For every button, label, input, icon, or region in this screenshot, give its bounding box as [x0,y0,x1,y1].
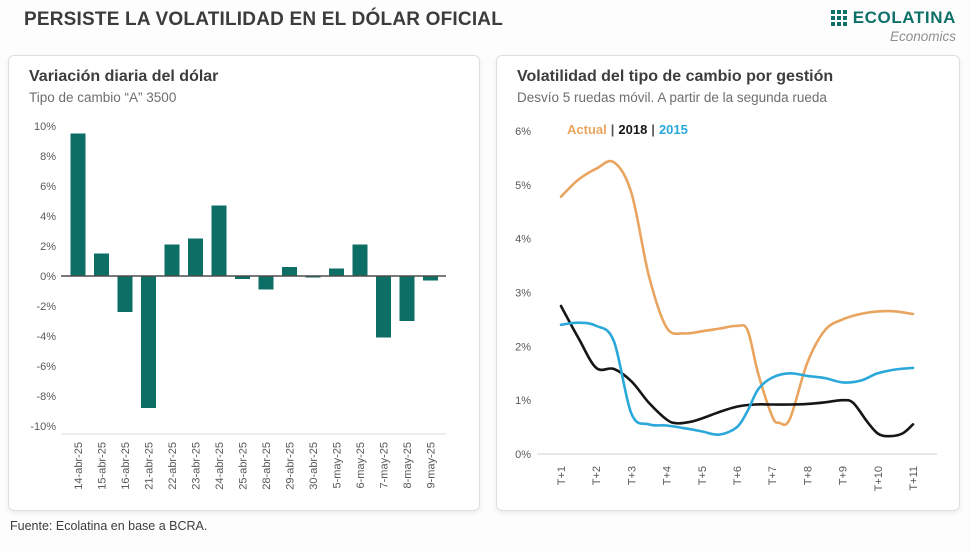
x-axis-tick-label: 8-may-25 [402,442,414,488]
bar [423,276,438,281]
daily-variation-bar-chart: 10% 8% 6% 4% 2% 0% -2% -4% -6% -8% -10% 14-abr-25 15… [30,121,446,490]
bar [188,238,203,276]
x-axis-tick-label: 7-may-25 [379,442,391,488]
x-axis-tick-label: 28-abr-25 [261,442,273,490]
bar [352,244,368,276]
bar [329,268,344,276]
x-axis-tick-label: 22-abr-25 [167,442,179,490]
y-axis-tick-label: 0% [40,271,56,283]
x-axis-tick-label: 9-may-25 [426,442,438,488]
y-axis-tick-label: -10% [30,421,56,433]
bar [282,267,297,276]
left-panel-title: Variación diaria del dólar [29,68,219,85]
bar [305,276,321,278]
y-axis-tick-label: 10% [34,121,56,133]
x-axis-tick-label: 16-abr-25 [120,442,132,490]
ecolatina-logo: ECOLATINA Economics [830,8,956,44]
y-axis-tick-label: 4% [515,234,531,246]
series-line-Actual [559,159,915,427]
x-axis-tick-label: 5-may-25 [332,442,344,488]
x-axis-tick-label: T+7 [767,466,779,485]
y-axis-tick-label: 3% [515,288,531,300]
bar [211,205,227,276]
x-axis-tick-label: 25-abr-25 [238,442,250,490]
legend-separator: | [610,122,615,137]
volatility-panel: Volatilidad del tipo de cambio por gesti… [496,55,960,511]
y-axis-tick-label: 0% [515,449,531,461]
ecolatina-logo-mark-icon [830,10,847,26]
x-axis-tick-label: 29-abr-25 [285,442,297,490]
bar [258,276,274,290]
y-axis-tick-label: -4% [36,331,56,343]
left-panel-subtitle: Tipo de cambio “A” 3500 [29,90,177,105]
y-axis-tick-label: 2% [40,241,56,253]
x-axis-tick-label: 6-may-25 [355,442,367,488]
bar [94,253,109,276]
x-axis-tick-label: 14-abr-25 [73,442,85,490]
y-axis-tick-label: -2% [36,301,56,313]
bar [235,276,250,279]
series-line-2018 [559,304,915,438]
bar [117,276,133,312]
y-axis-tick-label: 6% [40,181,56,193]
x-axis-tick-label: T+2 [591,466,603,485]
y-axis-tick-label: -8% [36,391,56,403]
x-axis-tick-label: T+1 [556,466,568,485]
y-axis-tick-label: -6% [36,361,56,373]
x-axis-tick-label: T+6 [732,466,744,485]
x-axis-tick-label: T+10 [873,466,885,491]
x-axis-tick-label: T+5 [697,466,709,485]
legend-item-2015: 2015 [658,122,688,137]
y-axis-tick-label: 2% [515,341,531,353]
series-line-2015 [559,321,915,437]
x-axis-tick-label: T+4 [662,466,674,485]
x-axis-tick-label: T+9 [838,466,850,485]
x-axis-tick-label: T+8 [802,466,814,485]
right-panel-title: Volatilidad del tipo de cambio por gesti… [517,68,834,85]
x-axis-tick-label: T+11 [908,466,920,491]
source-note: Fuente: Ecolatina en base a BCRA. [10,519,208,533]
y-axis-tick-label: 8% [40,151,56,163]
legend-item-actual: Actual [567,122,607,137]
y-axis-tick-label: 1% [515,395,531,407]
daily-variation-panel: Variación diaria del dólar Tipo de cambi… [8,55,480,511]
bar [399,276,415,321]
right-panel-subtitle: Desvío 5 ruedas móvil. A partir de la se… [517,90,827,105]
y-axis-tick-label: 4% [40,211,56,223]
x-axis-tick-label: 30-abr-25 [308,442,320,490]
x-axis-tick-label: 23-abr-25 [191,442,203,490]
page-title: PERSISTE LA VOLATILIDAD EN EL DÓLAR OFIC… [24,9,504,30]
bar [164,244,180,276]
logo-tagline: Economics [889,29,956,44]
volatility-line-chart: 6% 5% 4% 3% 2% 1% 0% T+1 T+2 T+3 T+4 T+5 T+6 T+7 T+8 T+… [515,126,937,491]
bar [70,133,86,276]
line-chart-legend: Actual | 2018 | 2015 [567,122,688,137]
y-axis-tick-label: 6% [515,126,531,138]
logo-name: ECOLATINA [852,8,956,27]
x-axis-tick-label: T+3 [626,466,638,485]
bar [141,276,156,408]
x-axis-tick-label: 21-abr-25 [144,442,156,490]
x-axis-tick-label: 15-abr-25 [97,442,109,490]
bar [376,276,391,338]
x-axis-tick-label: 24-abr-25 [214,442,226,490]
legend-item-2018: 2018 [618,122,648,137]
legend-separator: | [651,122,655,137]
y-axis-tick-label: 5% [515,180,531,192]
